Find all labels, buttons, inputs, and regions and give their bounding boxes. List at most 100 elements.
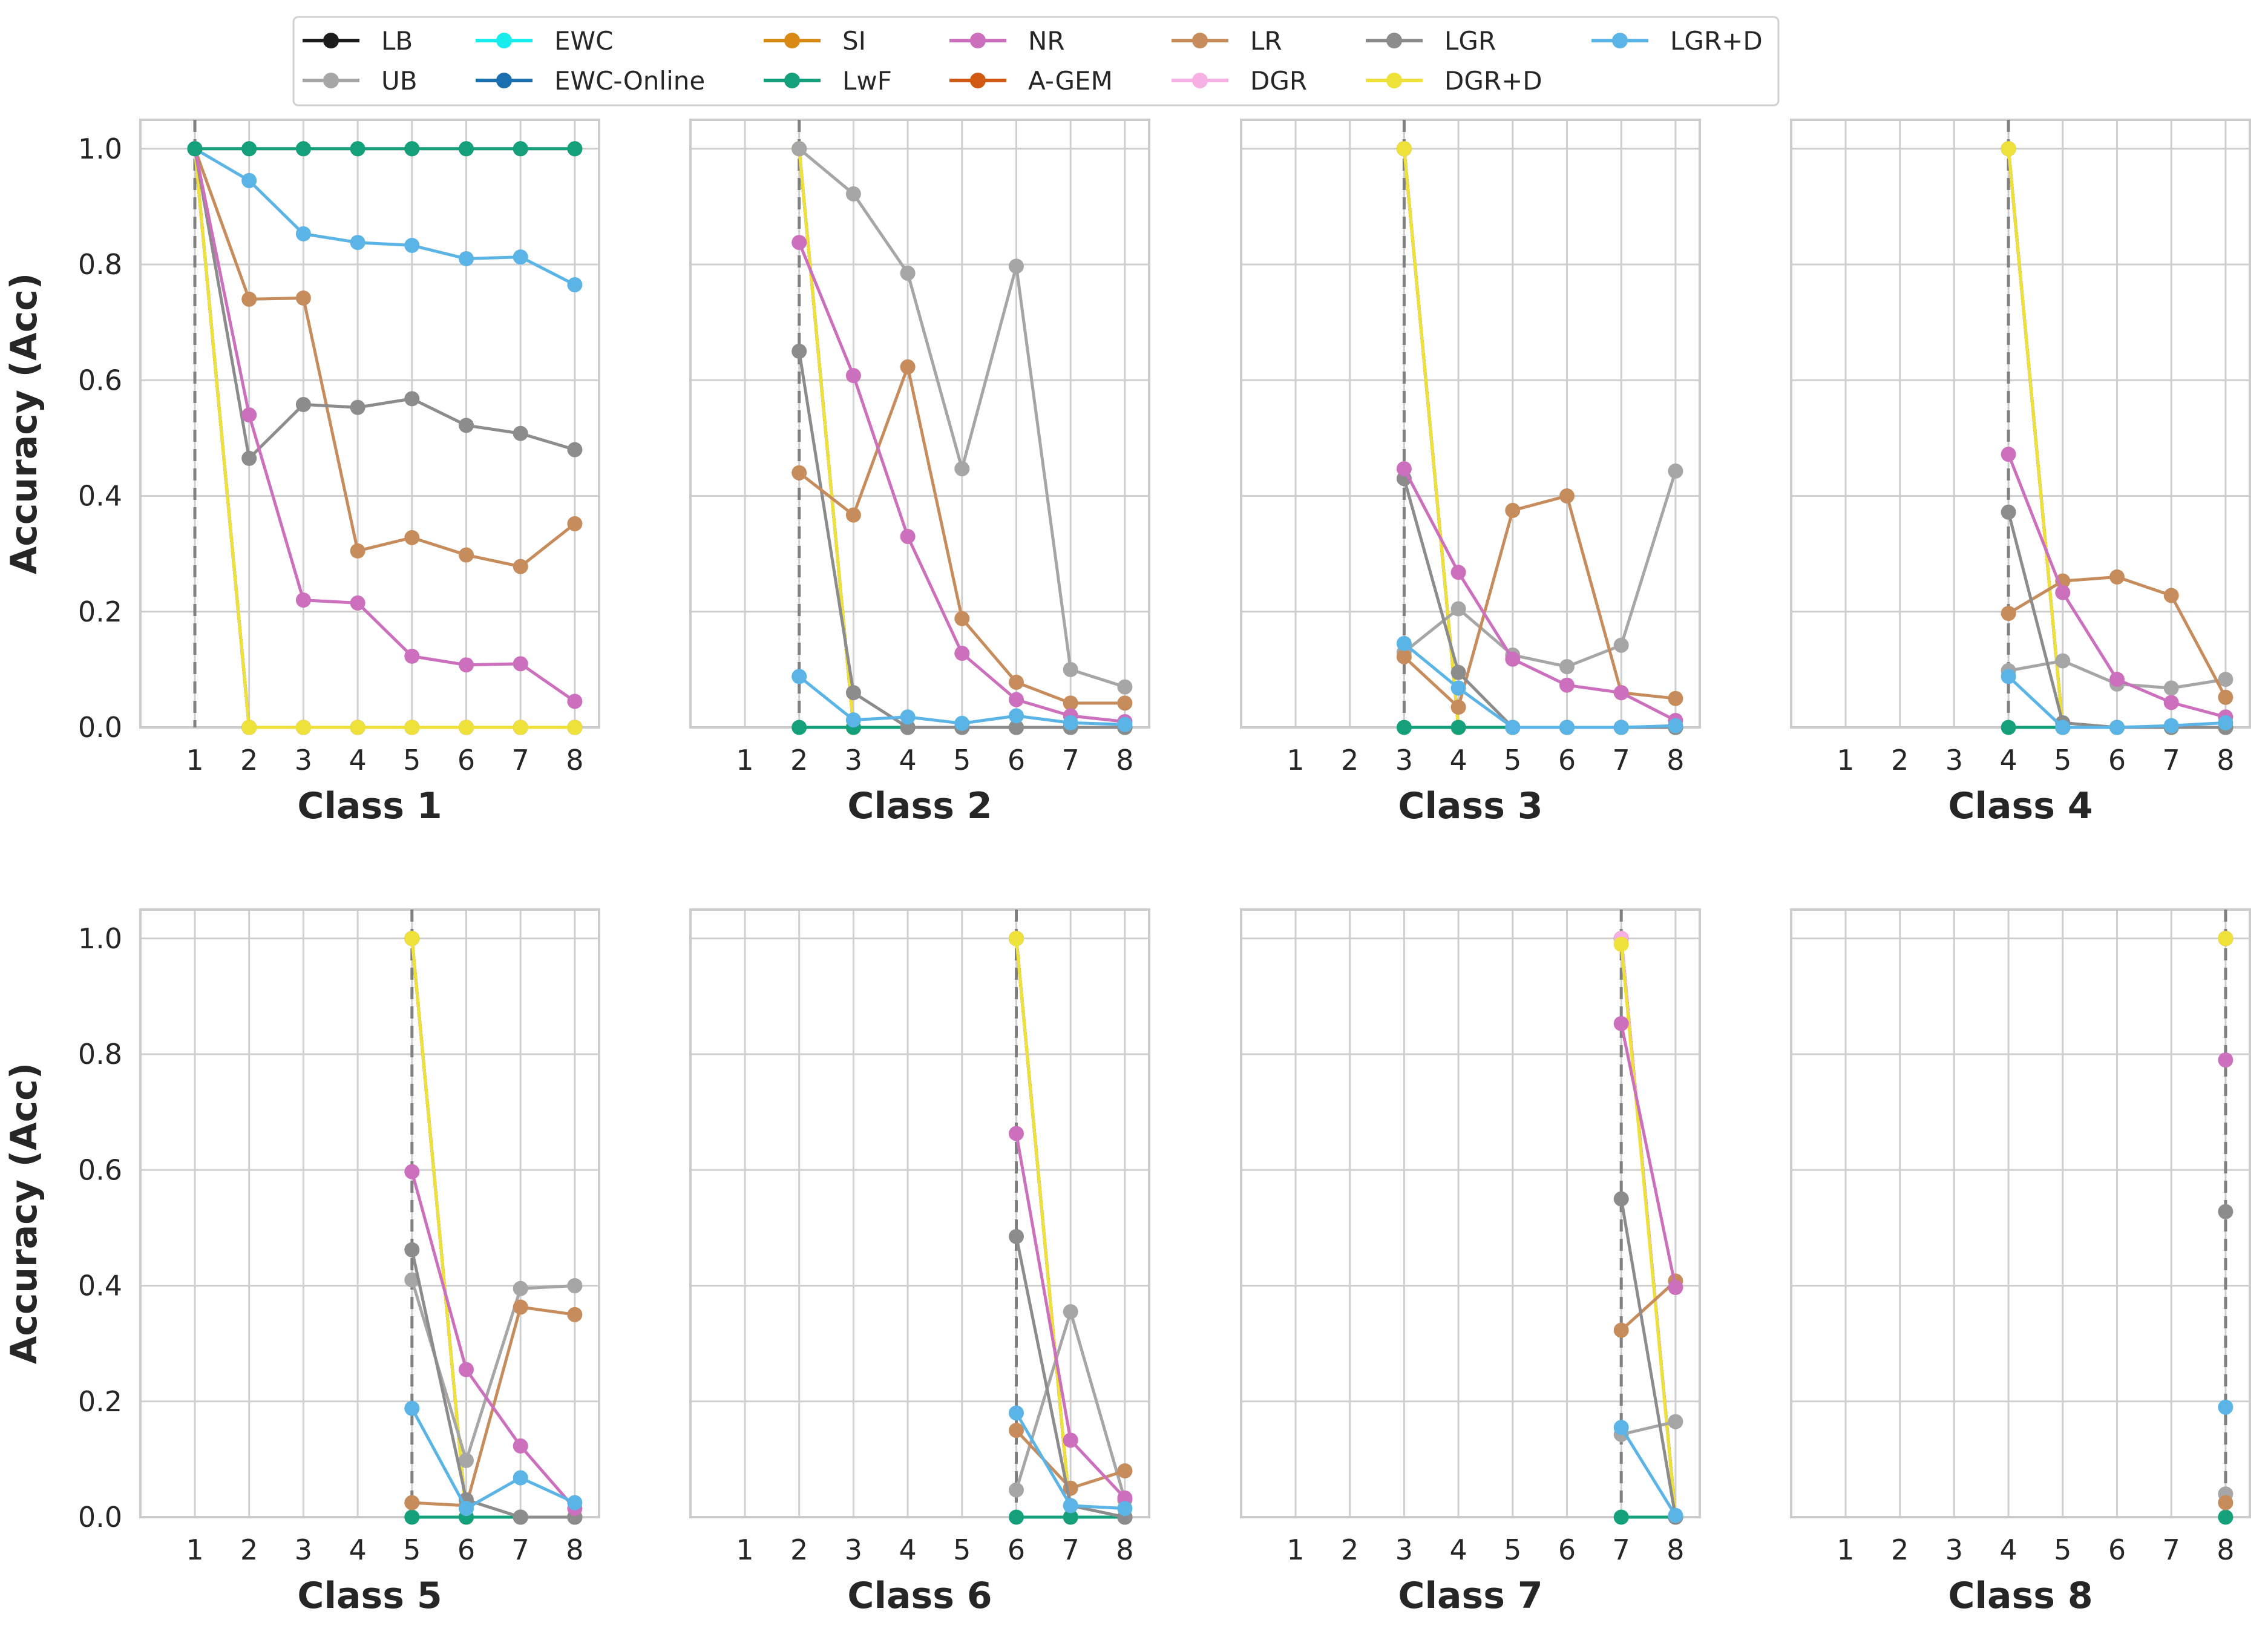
- data-point: [1117, 695, 1133, 711]
- legend-item-ewc: EWC: [476, 26, 613, 56]
- data-point: [2055, 720, 2071, 735]
- data-point: [2163, 588, 2179, 603]
- data-point: [1668, 1279, 1683, 1295]
- data-point: [459, 720, 474, 735]
- x-tick-label: 3: [845, 744, 862, 776]
- data-point: [295, 226, 311, 241]
- data-point: [1559, 720, 1575, 735]
- x-tick-label: 1: [1286, 744, 1304, 776]
- data-point: [792, 669, 807, 684]
- panel-title: Class 2: [847, 785, 992, 827]
- data-point: [404, 648, 420, 664]
- panel-title: Class 1: [297, 785, 442, 827]
- data-point: [1505, 720, 1521, 735]
- y-tick-label: 0.6: [78, 1153, 122, 1186]
- data-point: [513, 141, 528, 157]
- legend-label: EWC: [554, 26, 613, 56]
- data-point: [350, 141, 365, 157]
- x-tick-label: 5: [2054, 744, 2071, 776]
- data-point: [404, 237, 420, 253]
- y-axis-label: Accuracy (Acc): [3, 1063, 45, 1364]
- series-dgr-d: [187, 141, 583, 735]
- data-point: [845, 186, 861, 202]
- data-point: [1117, 717, 1133, 732]
- data-point: [1063, 661, 1078, 677]
- series-lgr: [404, 1242, 583, 1525]
- series-line: [1403, 470, 1677, 669]
- data-point: [2218, 715, 2234, 730]
- legend-label: NR: [1028, 26, 1065, 56]
- x-tick-label: 3: [1395, 1533, 1413, 1566]
- data-point: [1559, 659, 1575, 675]
- panel-title: Class 6: [847, 1575, 992, 1617]
- y-tick-label: 0.2: [78, 1385, 122, 1418]
- data-point: [900, 265, 916, 281]
- data-point: [404, 1164, 420, 1179]
- x-tick-label: 7: [512, 1533, 529, 1566]
- data-point: [1063, 1498, 1078, 1514]
- x-tick-label: 8: [1116, 744, 1133, 776]
- data-point: [1613, 1015, 1629, 1031]
- data-point: [1613, 1322, 1629, 1338]
- y-tick-label: 0.0: [78, 711, 122, 744]
- x-tick-label: 1: [186, 744, 203, 776]
- x-tick-label: 3: [1395, 744, 1413, 776]
- legend-item-a-gem: A-GEM: [949, 66, 1113, 96]
- data-point: [2001, 141, 2016, 157]
- data-point: [241, 720, 257, 735]
- legend-item-dgr-d: DGR+D: [1366, 66, 1542, 96]
- data-point: [1009, 1228, 1024, 1244]
- data-point: [1117, 679, 1133, 695]
- legend-marker: [970, 73, 986, 88]
- data-point: [954, 611, 970, 626]
- data-point: [1009, 1126, 1024, 1141]
- x-tick-label: 8: [566, 744, 583, 776]
- data-point: [567, 442, 583, 458]
- x-tick-label: 3: [295, 744, 312, 776]
- data-point: [404, 931, 420, 946]
- data-point: [1009, 258, 1024, 274]
- x-tick-label: 4: [1449, 744, 1467, 776]
- data-point: [513, 1299, 528, 1315]
- series-lgr: [2218, 1204, 2234, 1219]
- series-line: [194, 147, 576, 286]
- data-point: [241, 407, 257, 423]
- series-lgr-d: [1009, 1405, 1133, 1517]
- series-lr: [792, 359, 1133, 711]
- data-point: [1450, 601, 1466, 617]
- series-line: [1620, 1426, 1677, 1517]
- series-lgr-d: [1396, 635, 1683, 735]
- panel-title: Class 5: [297, 1575, 442, 1617]
- data-point: [1009, 720, 1024, 735]
- x-tick-label: 4: [899, 1533, 916, 1566]
- data-point: [900, 709, 916, 725]
- data-point: [792, 720, 807, 735]
- data-point: [567, 720, 583, 735]
- data-point: [2055, 653, 2071, 669]
- data-point: [1668, 463, 1683, 479]
- panel-class-4: 1 2 3 4 5 6 7 8 Class 4: [1790, 119, 2251, 827]
- data-point: [513, 1281, 528, 1296]
- data-point: [1505, 502, 1521, 518]
- x-tick-label: 7: [2163, 1533, 2180, 1566]
- series-lgr-d: [404, 1400, 583, 1517]
- legend-label: LB: [381, 26, 413, 56]
- legend-marker: [970, 33, 986, 48]
- x-tick-label: 8: [2217, 1533, 2234, 1566]
- x-tick-label: 1: [736, 744, 753, 776]
- data-point: [1063, 695, 1078, 711]
- data-point: [2218, 689, 2234, 705]
- data-point: [350, 720, 365, 735]
- data-point: [404, 1242, 420, 1258]
- series-lr: [2218, 1495, 2234, 1510]
- legend-marker: [1386, 33, 1402, 48]
- data-point: [404, 141, 420, 157]
- legend-marker: [496, 73, 512, 88]
- data-point: [1063, 715, 1078, 730]
- x-tick-label: 5: [2054, 1533, 2071, 1566]
- series-lgr-d: [792, 669, 1133, 732]
- data-point: [241, 141, 257, 157]
- data-point: [1117, 1490, 1133, 1506]
- series-line: [193, 148, 576, 703]
